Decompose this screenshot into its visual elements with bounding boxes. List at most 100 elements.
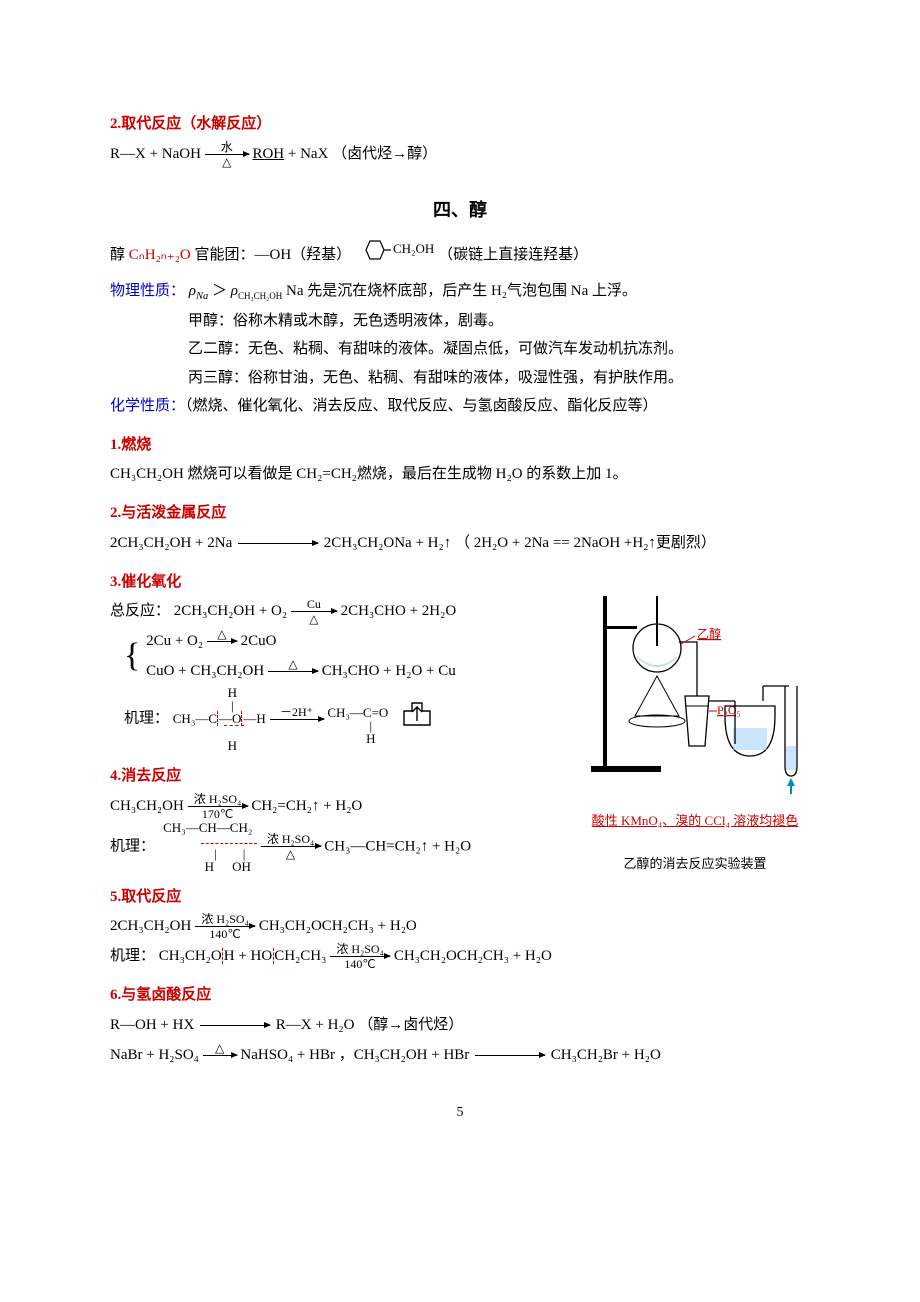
svg-text:P₂O₅: P₂O₅ [717,703,741,717]
reaction-arrow: △ [207,628,237,655]
arrow-icon [200,1025,270,1026]
heading-substitution: 5.取代反应 [110,883,810,912]
eq-sub1: 2CH₃CH₂OH 浓 H₂SO₄ 140℃ CH₃CH₂OCH₂CH₃ + H… [110,911,810,941]
phys-line1: 物理性质： ρNa ＞ ρCH₃CH₂OH Na 先是沉在烧杯底部，后产生 H₂… [110,276,810,307]
heading-active-metal: 2.与活泼金属反应 [110,499,810,528]
arrow-top: 浓 H₂SO₄ [188,793,248,806]
step2-r: CH₃CHO + H₂O + Cu [322,663,456,679]
reaction-arrow: 浓 H₂SO₄ 140℃ [195,913,255,940]
phys-line3: 乙二醇：无色、粘稠、有甜味的液体。凝固点低，可做汽车发动机抗冻剂。 [110,335,810,364]
page-number: 5 [110,1100,810,1127]
elim-mech-main: CH₃—CH—CH₂ [159,821,257,834]
reaction-arrow: 水 △ [205,141,249,168]
up-arrow-box-icon [400,699,434,740]
heading-substitution-hydrolysis: 2.取代反应（水解反应） [110,110,810,139]
hx2-r: CH₃CH₂Br + H₂O [551,1047,661,1063]
arrow-bot: 140℃ [330,957,390,970]
arrow-icon [475,1055,545,1056]
gt: ＞ [212,283,227,299]
mech-label: 机理： [110,948,155,964]
arrow-icon [238,543,318,544]
reaction-arrow: △ [203,1042,237,1069]
mech-reactant: H | CH₃—C—O—H H [173,686,266,752]
rho2-sub: CH₃CH₂OH [238,291,282,301]
mech-ch3: CH₃ [173,711,196,726]
eq-hydrolysis: R—X + NaOH 水 △ ROH + NaX （卤代烃→醇） [110,139,810,169]
elim1-l: CH₃CH₂OH [110,798,184,814]
step1-r: 2CuO [241,633,277,649]
sub1-r: CH₃CH₂OCH₂CH₃ + H₂O [259,918,417,934]
eq-sub-mech: 机理： CH₃CH₂OH + HOCH₂CH₃ 浓 H₂SO₄ 140℃ CH₃… [110,941,810,971]
elim-mech-reactant: CH₃—CH—CH₂ || HOH [159,821,257,873]
phys-line2: 甲醇：俗称木精或木醇，无色透明液体，剧毒。 [110,307,810,336]
rho2: ρ [231,283,238,299]
arrow-bot: △ [261,847,321,860]
brace-icon: { [124,639,140,673]
apparatus-svg: P₂O₅ 乙醇 [585,586,805,796]
arrow-top: 浓 H₂SO₄ [195,913,255,926]
phys-tail: Na 先是沉在烧杯底部，后产生 H₂气泡包围 Na 上浮。 [286,283,637,299]
eq-hx1: R—OH + HX R—X + H₂O （醇→卤代烃） [110,1010,810,1040]
chem-list: （燃烧、催化氧化、消去反应、取代反应、与氢卤酸反应、酯化反应等） [185,398,658,414]
apparatus-figure: P₂O₅ 乙醇 酸性 KMnO₄、溴的 CCl₄ 溶液均褪色 乙醇的消去反应实验… [580,586,810,876]
overall-l: 2CH₃CH₂OH + O₂ [174,603,287,619]
alcohol-formula: CₙH₂ₙ₊₂O [129,247,191,263]
label-alcohol: 醇 [110,247,129,263]
elim-h: H [205,859,214,874]
combustion-body: CH₃CH₂OH 燃烧可以看做是 CH₂=CH₂燃烧，最后在生成物 H₂O 的系… [110,459,810,489]
apparatus-note: 酸性 KMnO₄、溴的 CCl₄ 溶液均褪色 [580,809,810,834]
product-roh: ROH [252,146,284,162]
phys-label: 物理性质： [110,283,185,299]
step2-l: CuO + CH₃CH₂OH [146,663,264,679]
hx2-mid: NaHSO₄ + HBr ，CH₃CH₂OH + HBr [240,1047,469,1063]
mech-label: 机理： [110,838,155,854]
svg-text:乙醇: 乙醇 [697,626,721,641]
sub-mech-h: H + HO [222,948,274,964]
mech-label: 机理： [124,711,169,727]
sub-mech-l2: CH₂CH₃ [274,948,326,964]
benz-sub: CH₂OH [393,241,434,256]
hx2-l: NaBr + H₂SO₄ [110,1047,199,1063]
section-title-alcohol: 四、醇 [110,193,810,227]
elim-oh: OH [232,859,251,874]
mech-product: CH₃—C=O | H [327,693,388,745]
eq-na: 2CH₃CH₂OH + 2Na 2CH₃CH₂ONa + H₂↑ （ 2H₂O … [110,528,810,558]
heading-hx: 6.与氢卤酸反应 [110,981,810,1010]
step1-l: 2Cu + O₂ [146,633,203,649]
arrow-bot: 140℃ [195,927,255,940]
heading-combustion: 1.燃烧 [110,431,810,460]
sub1-l: 2CH₃CH₂OH [110,918,191,934]
chem-line: 化学性质：（燃烧、催化氧化、消去反应、取代反应、与氢卤酸反应、酯化反应等） [110,392,810,421]
reaction-arrow: 浓 H₂SO₄ △ [261,833,321,860]
overall-r: 2CH₃CHO + 2H₂O [341,603,457,619]
elim1-r: CH₂=CH₂↑ + H₂O [251,798,362,814]
arrow-top: 浓 H₂SO₄ [261,833,321,846]
rho1: ρ [189,283,196,299]
eq-left: R—X + NaOH [110,146,201,162]
benzene-ring-icon [357,235,391,276]
alcohol-intro: 醇 CₙH₂ₙ₊₂O 官能团：—OH（羟基） CH₂OH （碳链上直接连羟基） [110,235,810,276]
sub-mech-l1: CH₃CH₂O [159,948,222,964]
chem-label: 化学性质： [110,398,185,414]
elim-mech-r: CH₃—CH=CH₂↑ + H₂O [324,838,471,854]
apparatus-caption: 乙醇的消去反应实验装置 [580,852,810,877]
phys-line4: 丙三醇：俗称甘油，无色、粘稠、有甜味的液体，吸湿性强，有护肤作用。 [110,364,810,393]
rho1-sub: Na [196,291,208,302]
benz-note: （碳链上直接连羟基） [438,247,588,263]
arrow-top: －2H⁺ [270,706,324,719]
reaction-arrow: 浓 H₂SO₄ 170℃ [188,793,248,820]
reaction-arrow: 浓 H₂SO₄ 140℃ [330,943,390,970]
eq-hx2: NaBr + H₂SO₄ △ NaHSO₄ + HBr ，CH₃CH₂OH + … [110,1040,810,1070]
fg-label: 官能团：—OH（羟基） [191,247,351,263]
reaction-arrow: Cu △ [291,598,337,625]
arrow-top: 浓 H₂SO₄ [330,943,390,956]
eq-na-r: 2CH₃CH₂ONa + H₂↑ （ 2H₂O + 2Na == 2NaOH +… [324,535,716,551]
eq-na-l: 2CH₃CH₂OH + 2Na [110,535,232,551]
sub-mech-r: CH₃CH₂OCH₂CH₃ + H₂O [394,948,552,964]
arrow-bot: 170℃ [188,807,248,820]
arrow-top: △ [268,658,318,671]
hx1-l: R—OH + HX [110,1017,194,1033]
overall-label: 总反应： [110,603,170,619]
eq-right: + NaX （卤代烃→醇） [284,146,437,162]
reaction-arrow: －2H⁺ [270,706,324,733]
